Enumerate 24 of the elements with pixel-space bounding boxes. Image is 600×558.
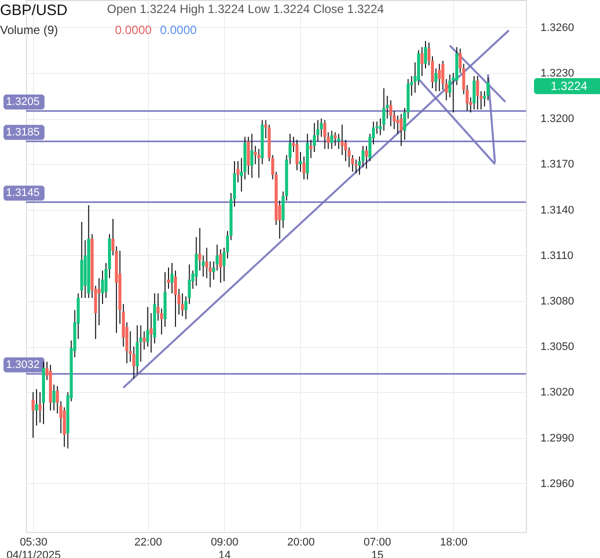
annotation: 0.0000 (160, 23, 198, 37)
annotation: 0.0000 (115, 23, 152, 37)
y-tick-label: 1.3230 (540, 67, 574, 80)
ref-line-label: 1.3205 (6, 96, 40, 108)
y-tick-label: 1.3140 (540, 204, 574, 216)
y-tick-label: 1.2960 (540, 478, 574, 490)
text: 1.3224 (550, 79, 588, 94)
y-tick-label: 1.3050 (540, 341, 574, 354)
chart-title: GBP/USD (0, 2, 68, 19)
y-tick-label: 1.3020 (540, 386, 574, 399)
ref-line-label: 1.3145 (6, 187, 40, 200)
annotation: Volume (9) (0, 23, 58, 37)
x-tick-label: 20:00 (287, 536, 315, 548)
y-tick-label: 1.3200 (540, 113, 574, 126)
chart-subtitle: Open 1.3224 High 1.3224 Low 1.3224 Close 1.3224 (107, 2, 384, 16)
y-tick-label: 1.3080 (540, 295, 574, 308)
x-tick-label: 22:00 (134, 536, 162, 548)
y-tick-label: 1.3110 (540, 250, 574, 262)
ref-line-label: 1.3185 (6, 126, 40, 138)
x-tick-label: 18:00 (440, 536, 468, 548)
y-tick-label: 1.2990 (540, 432, 574, 444)
ref-line-label: 1.3032 (6, 358, 40, 371)
y-tick-label: 1.3260 (540, 22, 574, 34)
y-tick-label: 1.3170 (540, 158, 574, 171)
